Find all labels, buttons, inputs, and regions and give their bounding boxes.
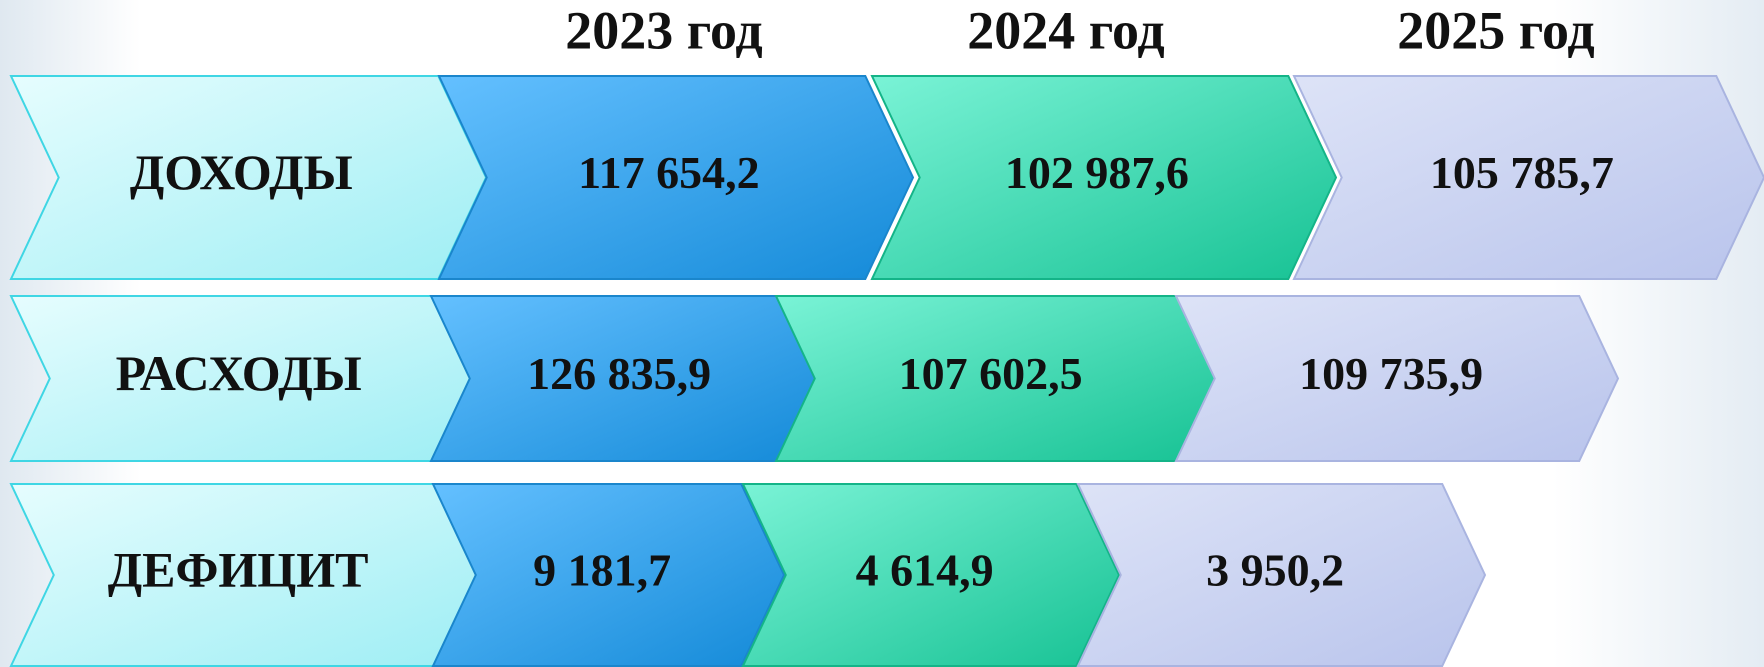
row-value: 117 654,2 bbox=[578, 147, 759, 198]
row-value: 109 735,9 bbox=[1299, 348, 1483, 399]
value-chevron bbox=[1076, 483, 1487, 667]
value-chevron bbox=[437, 75, 915, 280]
row-value: 107 602,5 bbox=[899, 348, 1083, 399]
row-value: 9 181,7 bbox=[533, 545, 671, 596]
year-header: 2023 год bbox=[565, 0, 762, 60]
value-chevron bbox=[1292, 75, 1764, 280]
value-chevron bbox=[431, 483, 786, 667]
year-header: 2024 год bbox=[967, 0, 1164, 60]
row-label: ДОХОДЫ bbox=[130, 144, 353, 200]
row-label: ДЕФИЦИТ bbox=[108, 541, 369, 597]
row-value: 3 950,2 bbox=[1206, 545, 1344, 596]
row-value: 102 987,6 bbox=[1005, 147, 1189, 198]
chevrons: 2023 год 2024 год 2025 год ДОХОДЫ 117 654,2 1… bbox=[9, 0, 1764, 667]
value-chevron bbox=[741, 483, 1121, 667]
year-header: 2025 год bbox=[1397, 0, 1594, 60]
row-value: 126 835,9 bbox=[527, 348, 711, 399]
value-chevron bbox=[1174, 295, 1620, 462]
row-label: РАСХОДЫ bbox=[116, 345, 362, 401]
row-value: 105 785,7 bbox=[1430, 147, 1614, 198]
value-chevron bbox=[870, 75, 1338, 280]
row-value: 4 614,9 bbox=[856, 545, 994, 596]
